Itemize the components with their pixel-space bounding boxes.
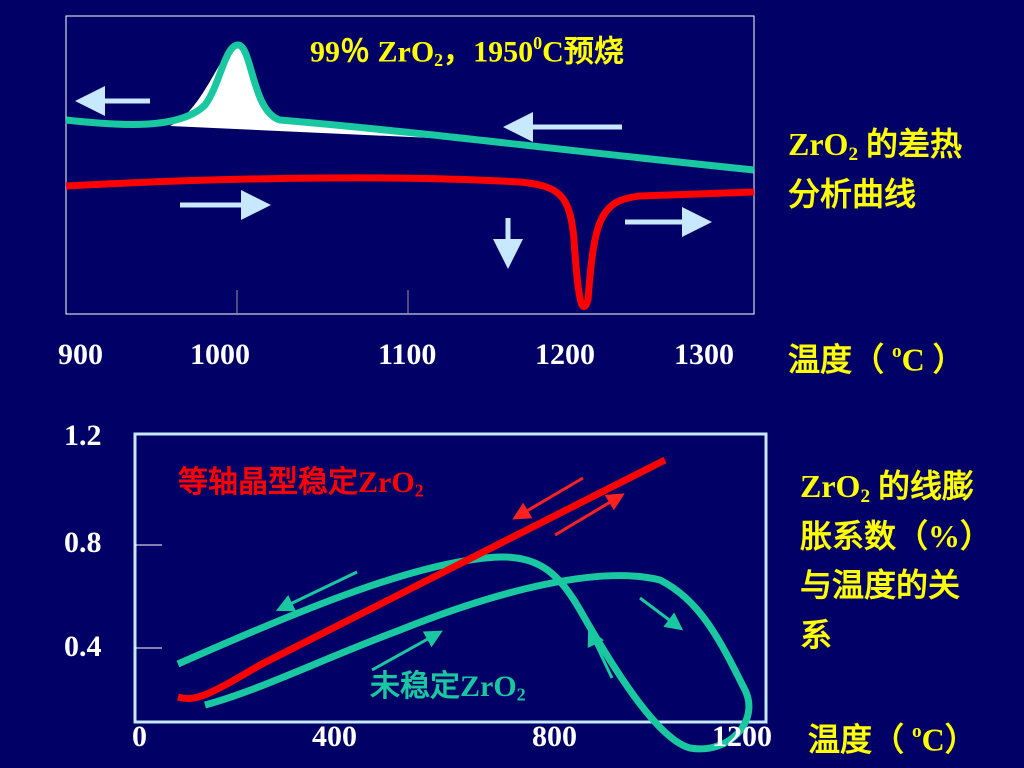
x-tick-label: 1200: [535, 338, 595, 371]
text-part: 2: [414, 480, 424, 501]
text-part: 温度（: [788, 341, 893, 378]
x-axis-label: 温度（ oC ）: [788, 341, 965, 378]
text-part: C预烧: [542, 35, 624, 69]
dta-caption: ZrO2 的差热分析曲线: [788, 120, 988, 219]
dta-title: 99％ ZrO2，19500C预烧: [310, 34, 624, 69]
text-part: 的差热分析曲线: [788, 126, 963, 212]
text-part: ，1950: [443, 35, 534, 69]
cooling-curve: [65, 41, 755, 174]
x-tick-label: 1100: [378, 338, 437, 371]
peak-area: [170, 45, 520, 142]
x-tick-label: 900: [58, 338, 103, 371]
text-part: 的线膨胀系数（%）与温度的关系: [800, 468, 977, 653]
text-part: ZrO: [800, 468, 861, 504]
unstabilized-label: 未稳定ZrO2: [370, 672, 526, 704]
text-part: C ）: [901, 341, 965, 378]
stabilized-label: 等轴晶型稳定ZrO2: [178, 468, 424, 500]
text-part: 0: [533, 33, 543, 53]
curve-arrows: [275, 476, 684, 679]
y-tick-label: 0.8: [64, 526, 102, 559]
text-part: 温度（: [808, 721, 913, 758]
text-part: o: [892, 341, 902, 362]
text-part: 99％ ZrO: [310, 35, 435, 69]
text-part: 未稳定ZrO: [370, 670, 517, 703]
unstabilized-curve: [176, 553, 753, 753]
x-tick-label: 1200: [712, 720, 772, 753]
text-part: o: [912, 721, 922, 742]
dilatometry-frame: [133, 432, 768, 724]
heating-curve: [65, 174, 755, 310]
stabilized-curve: [177, 456, 667, 702]
text-part: 等轴晶型稳定ZrO: [178, 466, 415, 499]
text-part: 2: [434, 50, 444, 71]
x-tick-label: 400: [312, 720, 357, 753]
x-axis-label: 温度（ oC）: [808, 721, 977, 758]
x-tick-label: 0: [132, 720, 147, 753]
arrows: [75, 86, 712, 269]
y-tick-label: 0.4: [64, 630, 102, 663]
text-part: 2: [848, 143, 859, 165]
text-part: C）: [921, 721, 977, 758]
y-tick-label: 1.2: [64, 419, 102, 452]
text-part: 2: [516, 684, 526, 705]
text-part: ZrO: [788, 126, 849, 162]
y-ticks: [135, 544, 162, 649]
dta-frame: [65, 15, 755, 315]
x-tick-label: 1300: [674, 338, 734, 371]
x-tick-label: 1000: [190, 338, 250, 371]
text-part: 2: [860, 485, 871, 507]
x-tick-label: 800: [532, 720, 577, 753]
dilatometry-caption: ZrO2 的线膨胀系数（%）与温度的关系: [800, 462, 980, 660]
